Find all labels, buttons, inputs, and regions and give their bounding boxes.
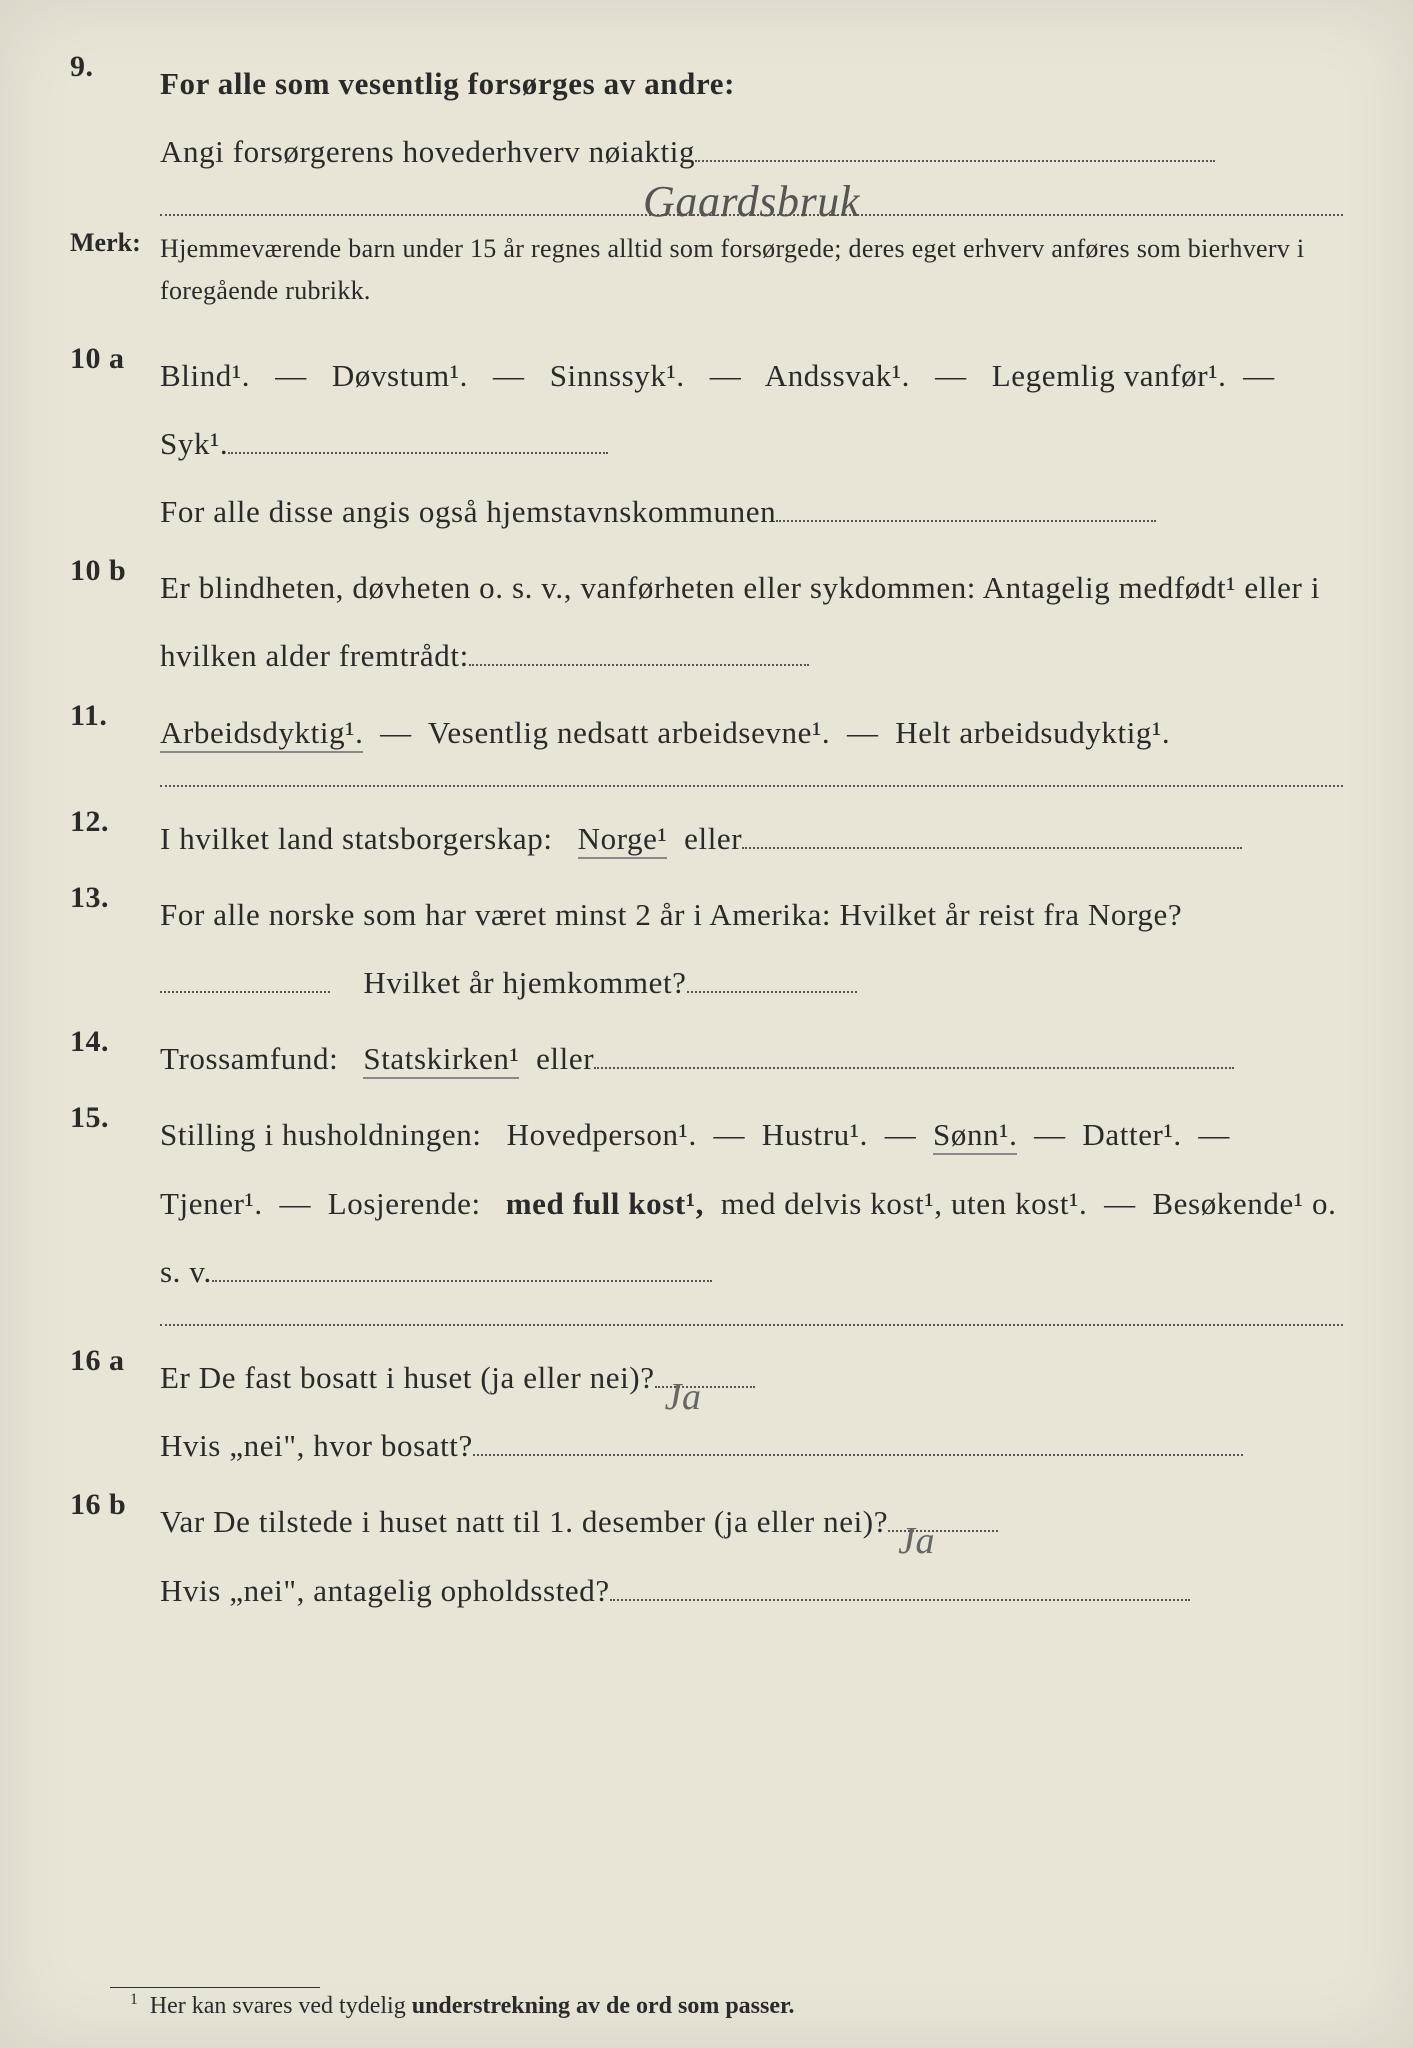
q10a-opt4: Legemlig vanfør¹. <box>992 358 1227 393</box>
question-16b: 16 b Var De tilstede i huset natt til 1.… <box>70 1488 1343 1624</box>
q16a-content: Er De fast bosatt i huset (ja eller nei)… <box>160 1344 1343 1480</box>
q9-handwritten: Gaardsbruk <box>643 154 860 251</box>
question-15: 15. Stilling i husholdningen: Hovedperso… <box>70 1101 1343 1306</box>
q15-text1: Stilling i husholdningen: <box>160 1117 482 1152</box>
question-14: 14. Trossamfund: Statskirken¹ eller <box>70 1025 1343 1093</box>
q16a-number: 16 a <box>70 1344 160 1378</box>
q10a-line2: For alle disse angis også hjemstavnskomm… <box>160 494 776 529</box>
q9-line1: Angi forsørgerens hovederhverv nøiaktig <box>160 134 695 169</box>
q13-blank2 <box>687 991 857 993</box>
q15-blank <box>212 1280 712 1282</box>
q10b-blank <box>469 664 809 666</box>
q12-number: 12. <box>70 805 160 839</box>
q10a-opt1: Døvstum¹. <box>332 358 468 393</box>
q12-text2: eller <box>684 821 742 856</box>
q11-opt2: Vesentlig nedsatt arbeidsevne¹. <box>428 715 830 750</box>
q16b-number: 16 b <box>70 1488 160 1522</box>
q11-number: 11. <box>70 699 160 733</box>
q14-content: Trossamfund: Statskirken¹ eller <box>160 1025 1343 1093</box>
q11-opt1: Arbeidsdyktig¹. <box>160 715 363 753</box>
q16a-blank2 <box>473 1454 1243 1456</box>
question-9: 9. For alle som vesentlig forsørges av a… <box>70 50 1343 216</box>
question-11: 11. Arbeidsdyktig¹. — Vesentlig nedsatt … <box>70 699 1343 767</box>
q14-opt1: Statskirken¹ <box>363 1041 519 1079</box>
q16b-blank1: Ja <box>888 1530 998 1532</box>
q14-text2: eller <box>536 1041 594 1076</box>
q13-blank1 <box>160 991 330 993</box>
q16b-text1: Var De tilstede i huset natt til 1. dese… <box>160 1504 888 1539</box>
q10a-blank1 <box>228 452 608 454</box>
q9-number: 9. <box>70 50 160 84</box>
q10b-number: 10 b <box>70 554 160 588</box>
q15-text2: Losjerende: <box>328 1186 481 1221</box>
footnote-text: Her kan svares ved tydelig understreknin… <box>150 1993 795 2019</box>
q15-optA: Hovedperson¹. <box>507 1117 697 1152</box>
q14-blank <box>594 1067 1234 1069</box>
q16a-text1: Er De fast bosatt i huset (ja eller nei)… <box>160 1360 655 1395</box>
q10b-content: Er blindheten, døvheten o. s. v., vanfør… <box>160 554 1343 690</box>
q16b-ans: Ja <box>898 1500 935 1584</box>
q10a-blank2 <box>776 520 1156 522</box>
q14-text1: Trossamfund: <box>160 1041 338 1076</box>
footnote-rule <box>110 1987 320 1988</box>
question-13: 13. For alle norske som har været minst … <box>70 881 1343 1017</box>
q10b-text: Er blindheten, døvheten o. s. v., vanfør… <box>160 570 1320 673</box>
q15-optD: Datter¹. <box>1082 1117 1181 1152</box>
q12-opt1: Norge¹ <box>578 821 668 859</box>
q16b-blank2 <box>610 1599 1190 1601</box>
q15-optF: med full kost¹, <box>506 1186 704 1221</box>
q15-content: Stilling i husholdningen: Hovedperson¹. … <box>160 1101 1343 1306</box>
q10a-opt5: Syk¹. <box>160 426 228 461</box>
q12-blank <box>742 847 1242 849</box>
q13-number: 13. <box>70 881 160 915</box>
q9-title: For alle som vesentlig forsørges av andr… <box>160 66 735 101</box>
merk-label: Merk: <box>70 228 160 258</box>
q9-content: For alle som vesentlig forsørges av andr… <box>160 50 1343 216</box>
footnote: 1 Her kan svares ved tydelig understrekn… <box>130 1991 794 2020</box>
q13-text1: For alle norske som har været minst 2 år… <box>160 897 1182 932</box>
q11-opt3: Helt arbeidsudyktig¹. <box>895 715 1170 750</box>
q13-text2: Hvilket år hjemkommet? <box>363 965 686 1000</box>
q12-text1: I hvilket land statsborgerskap: <box>160 821 553 856</box>
divider-1 <box>160 785 1343 787</box>
q10a-opt3: Andssvak¹. <box>765 358 910 393</box>
q9-blank2: Gaardsbruk <box>160 186 1343 216</box>
q10a-opt0: Blind¹. <box>160 358 250 393</box>
q11-content: Arbeidsdyktig¹. — Vesentlig nedsatt arbe… <box>160 699 1343 767</box>
q16a-ans: Ja <box>665 1356 702 1440</box>
q16a-blank1: Ja <box>655 1386 755 1388</box>
footnote-num: 1 <box>130 1991 138 2008</box>
question-10b: 10 b Er blindheten, døvheten o. s. v., v… <box>70 554 1343 690</box>
q10a-content: Blind¹. — Døvstum¹. — Sinnssyk¹. — Andss… <box>160 342 1343 547</box>
question-10a: 10 a Blind¹. — Døvstum¹. — Sinnssyk¹. — … <box>70 342 1343 547</box>
q15-optG: med delvis kost¹, uten kost¹. <box>721 1186 1088 1221</box>
q15-optB: Hustru¹. <box>762 1117 868 1152</box>
question-16a: 16 a Er De fast bosatt i huset (ja eller… <box>70 1344 1343 1480</box>
q12-content: I hvilket land statsborgerskap: Norge¹ e… <box>160 805 1343 873</box>
q16b-content: Var De tilstede i huset natt til 1. dese… <box>160 1488 1343 1624</box>
q10a-number: 10 a <box>70 342 160 376</box>
question-12: 12. I hvilket land statsborgerskap: Norg… <box>70 805 1343 873</box>
q15-opt-sonn: Sønn¹. <box>933 1117 1017 1155</box>
census-form-page: 9. For alle som vesentlig forsørges av a… <box>0 0 1413 2048</box>
divider-2 <box>160 1324 1343 1326</box>
q16a-text2: Hvis „nei", hvor bosatt? <box>160 1428 473 1463</box>
q14-number: 14. <box>70 1025 160 1059</box>
q16b-text2: Hvis „nei", antagelig opholdssted? <box>160 1573 610 1608</box>
q15-number: 15. <box>70 1101 160 1135</box>
q13-content: For alle norske som har været minst 2 år… <box>160 881 1343 1017</box>
q15-optE: Tjener¹. <box>160 1186 263 1221</box>
q10a-opt2: Sinnssyk¹. <box>550 358 685 393</box>
